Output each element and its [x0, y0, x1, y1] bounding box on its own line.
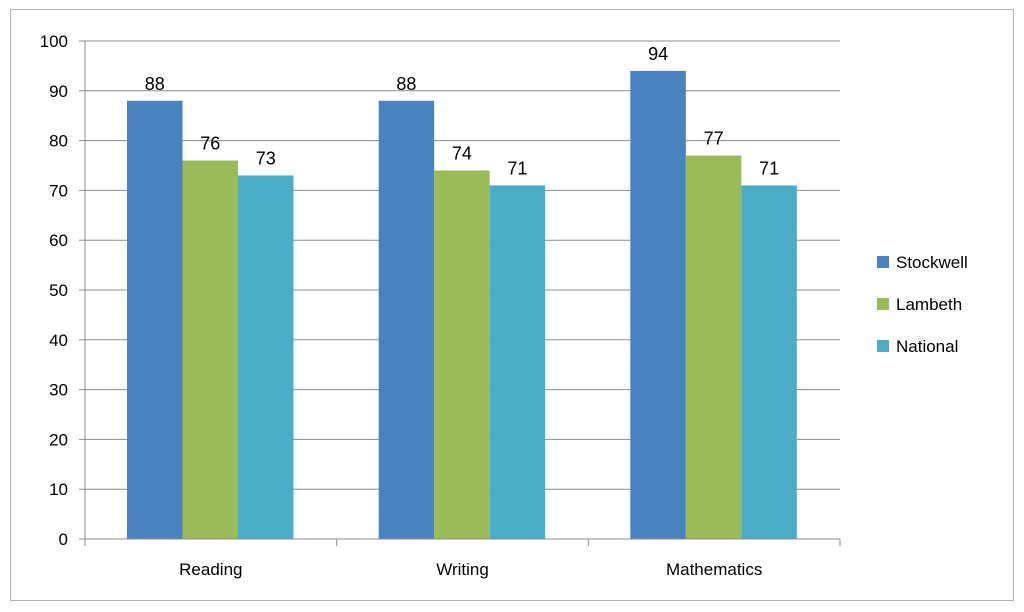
bar-national-writing — [489, 185, 546, 540]
y-tick-label: 60 — [49, 231, 68, 250]
data-label: 74 — [452, 143, 472, 163]
data-label: 76 — [200, 134, 220, 154]
y-tick-label: 100 — [40, 32, 68, 51]
bar-stockwell-reading — [127, 100, 183, 539]
y-tick-label: 30 — [49, 381, 68, 400]
y-tick-label: 80 — [49, 132, 68, 151]
x-category-label: Reading — [179, 560, 242, 579]
legend-label-national: National — [896, 337, 958, 356]
bar-stockwell-mathematics — [630, 70, 686, 539]
y-tick-label: 70 — [49, 181, 68, 200]
y-tick-label: 0 — [59, 530, 68, 549]
legend-swatch-stockwell — [877, 256, 889, 268]
data-label: 71 — [759, 158, 779, 178]
data-label: 71 — [507, 158, 527, 178]
bar-national-mathematics — [741, 185, 797, 540]
axes — [79, 40, 841, 546]
y-tick-label: 20 — [49, 430, 68, 449]
bars — [127, 70, 797, 540]
legend-swatch-lambeth — [877, 298, 889, 310]
bar-lambeth-mathematics — [685, 155, 742, 540]
y-tick-label: 50 — [49, 281, 68, 300]
labels: 0 10 20 30 40 50 60 70 80 90 100 88 76 73 Reading 88 74 7… — [40, 32, 779, 579]
bar-lambeth-writing — [434, 170, 490, 540]
bar-lambeth-reading — [182, 160, 238, 539]
x-category-label: Mathematics — [666, 560, 762, 579]
x-category-label: Writing — [436, 560, 489, 579]
y-tick-label: 10 — [49, 480, 68, 499]
bar-stockwell-writing — [378, 100, 435, 539]
legend: Stockwell Lambeth National — [877, 253, 968, 356]
y-tick-label: 40 — [49, 331, 68, 350]
data-label: 73 — [256, 148, 276, 168]
y-tick-label: 90 — [49, 82, 68, 101]
legend-swatch-national — [877, 340, 889, 352]
data-label: 88 — [396, 74, 416, 94]
data-label: 77 — [704, 129, 724, 149]
data-label: 94 — [648, 44, 668, 64]
data-label: 88 — [145, 74, 165, 94]
bar-national-reading — [238, 175, 294, 539]
legend-label-stockwell: Stockwell — [896, 253, 968, 272]
legend-label-lambeth: Lambeth — [896, 295, 962, 314]
